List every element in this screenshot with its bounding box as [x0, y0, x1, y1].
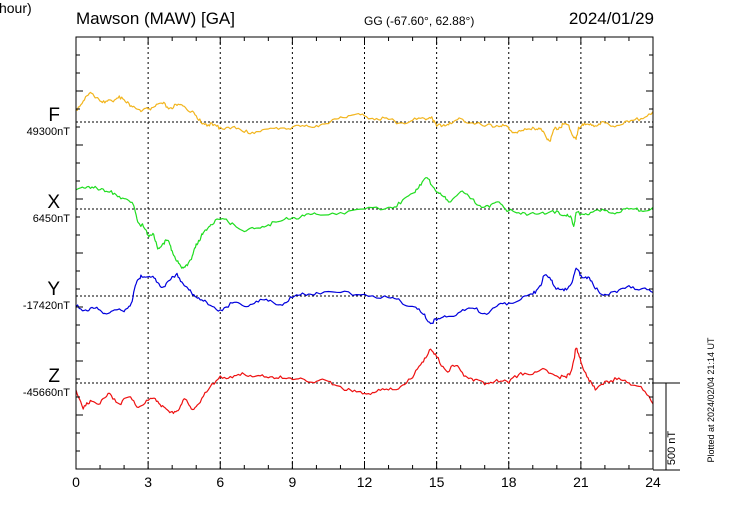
component-letter: F [48, 105, 60, 126]
component-f-label: F 49300nT [27, 106, 70, 139]
series-line-z [75, 347, 654, 415]
x-tick-label: 18 [501, 474, 517, 490]
x-tick-label: 21 [573, 474, 589, 490]
x-tick-label: 6 [216, 474, 224, 490]
series-line-f [75, 91, 654, 142]
scale-bar [653, 382, 680, 471]
component-z-label: Z -45660nT [23, 367, 70, 400]
series-lines [75, 91, 654, 415]
baseline-value: 49300nT [26, 126, 70, 138]
component-letter: X [47, 192, 60, 213]
component-x-label: X 6450nT [33, 193, 70, 226]
x-tick-label: 9 [288, 474, 296, 490]
baseline-value: 6450nT [32, 213, 70, 225]
series-line-y [75, 267, 654, 325]
x-tick-label: 24 [645, 474, 661, 490]
x-tick-label: 12 [357, 474, 373, 490]
x-tick-labels: 0 3 6 9 12 15 18 21 24 [72, 474, 661, 490]
x-tick-label: 3 [144, 474, 152, 490]
baseline-value: -17420nT [22, 300, 70, 312]
plotted-timestamp: Plotted at 2024/02/04 21:14 UT [706, 337, 716, 463]
x-tick-label: 0 [72, 474, 80, 490]
geographic-coords: GG (-67.60°, 62.88°) [364, 14, 475, 28]
scale-bar-label: 500 nT [666, 430, 678, 466]
baseline-value: -45660nT [22, 387, 70, 399]
x-tick-label: 15 [429, 474, 445, 490]
component-letter: Y [47, 279, 60, 300]
component-letter: Z [48, 366, 60, 387]
station-title: Mawson (MAW) [GA] [76, 9, 235, 28]
component-y-label: Y -17420nT [23, 280, 70, 313]
grid [76, 37, 653, 469]
axis-ticks [75, 36, 654, 470]
series-line-x [75, 177, 654, 269]
plot-date: 2024/01/29 [568, 9, 654, 28]
